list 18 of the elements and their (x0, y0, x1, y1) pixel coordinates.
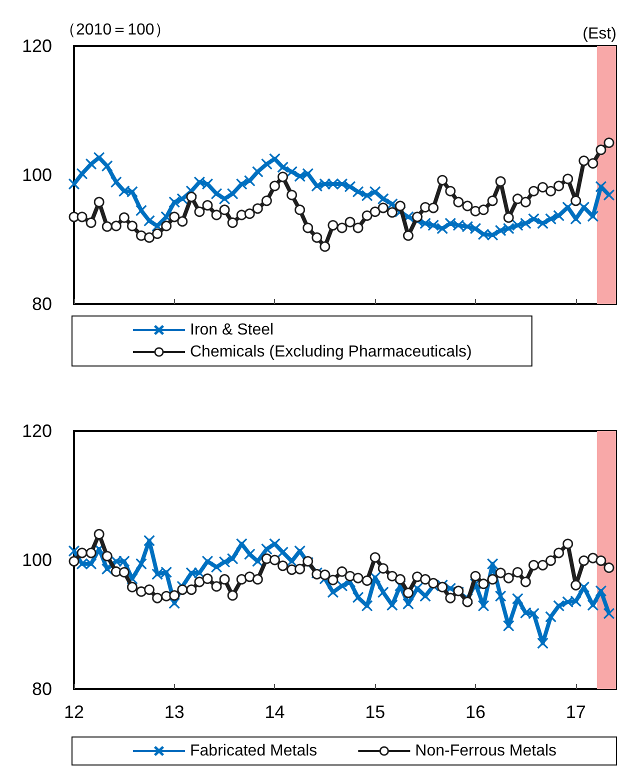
y-tick-label: 100 (22, 165, 52, 185)
x-tick-label: 16 (465, 702, 486, 722)
y-tick-label: 100 (22, 550, 52, 570)
legend-label: Chemicals (Excluding Pharmaceuticals) (190, 344, 472, 360)
x-tick-label: 15 (365, 702, 386, 722)
x-tick-label: 14 (264, 702, 285, 722)
legend-label: Iron & Steel (190, 322, 274, 338)
y-tick-label: 120 (22, 36, 52, 56)
x-tick-label: 17 (566, 702, 586, 722)
legend-label: Fabricated Metals (190, 742, 318, 760)
x-tick-label: 12 (64, 702, 84, 722)
y-tick-label: 120 (22, 421, 52, 441)
band-label: (Est) (582, 26, 616, 42)
y-tick-label: 80 (32, 679, 52, 699)
legend-label: Non-Ferrous Metals (415, 742, 557, 760)
x-tick-label: 13 (164, 702, 184, 722)
y-tick-label: 80 (32, 294, 52, 314)
y-axis-title: （2010＝100） (60, 22, 170, 38)
